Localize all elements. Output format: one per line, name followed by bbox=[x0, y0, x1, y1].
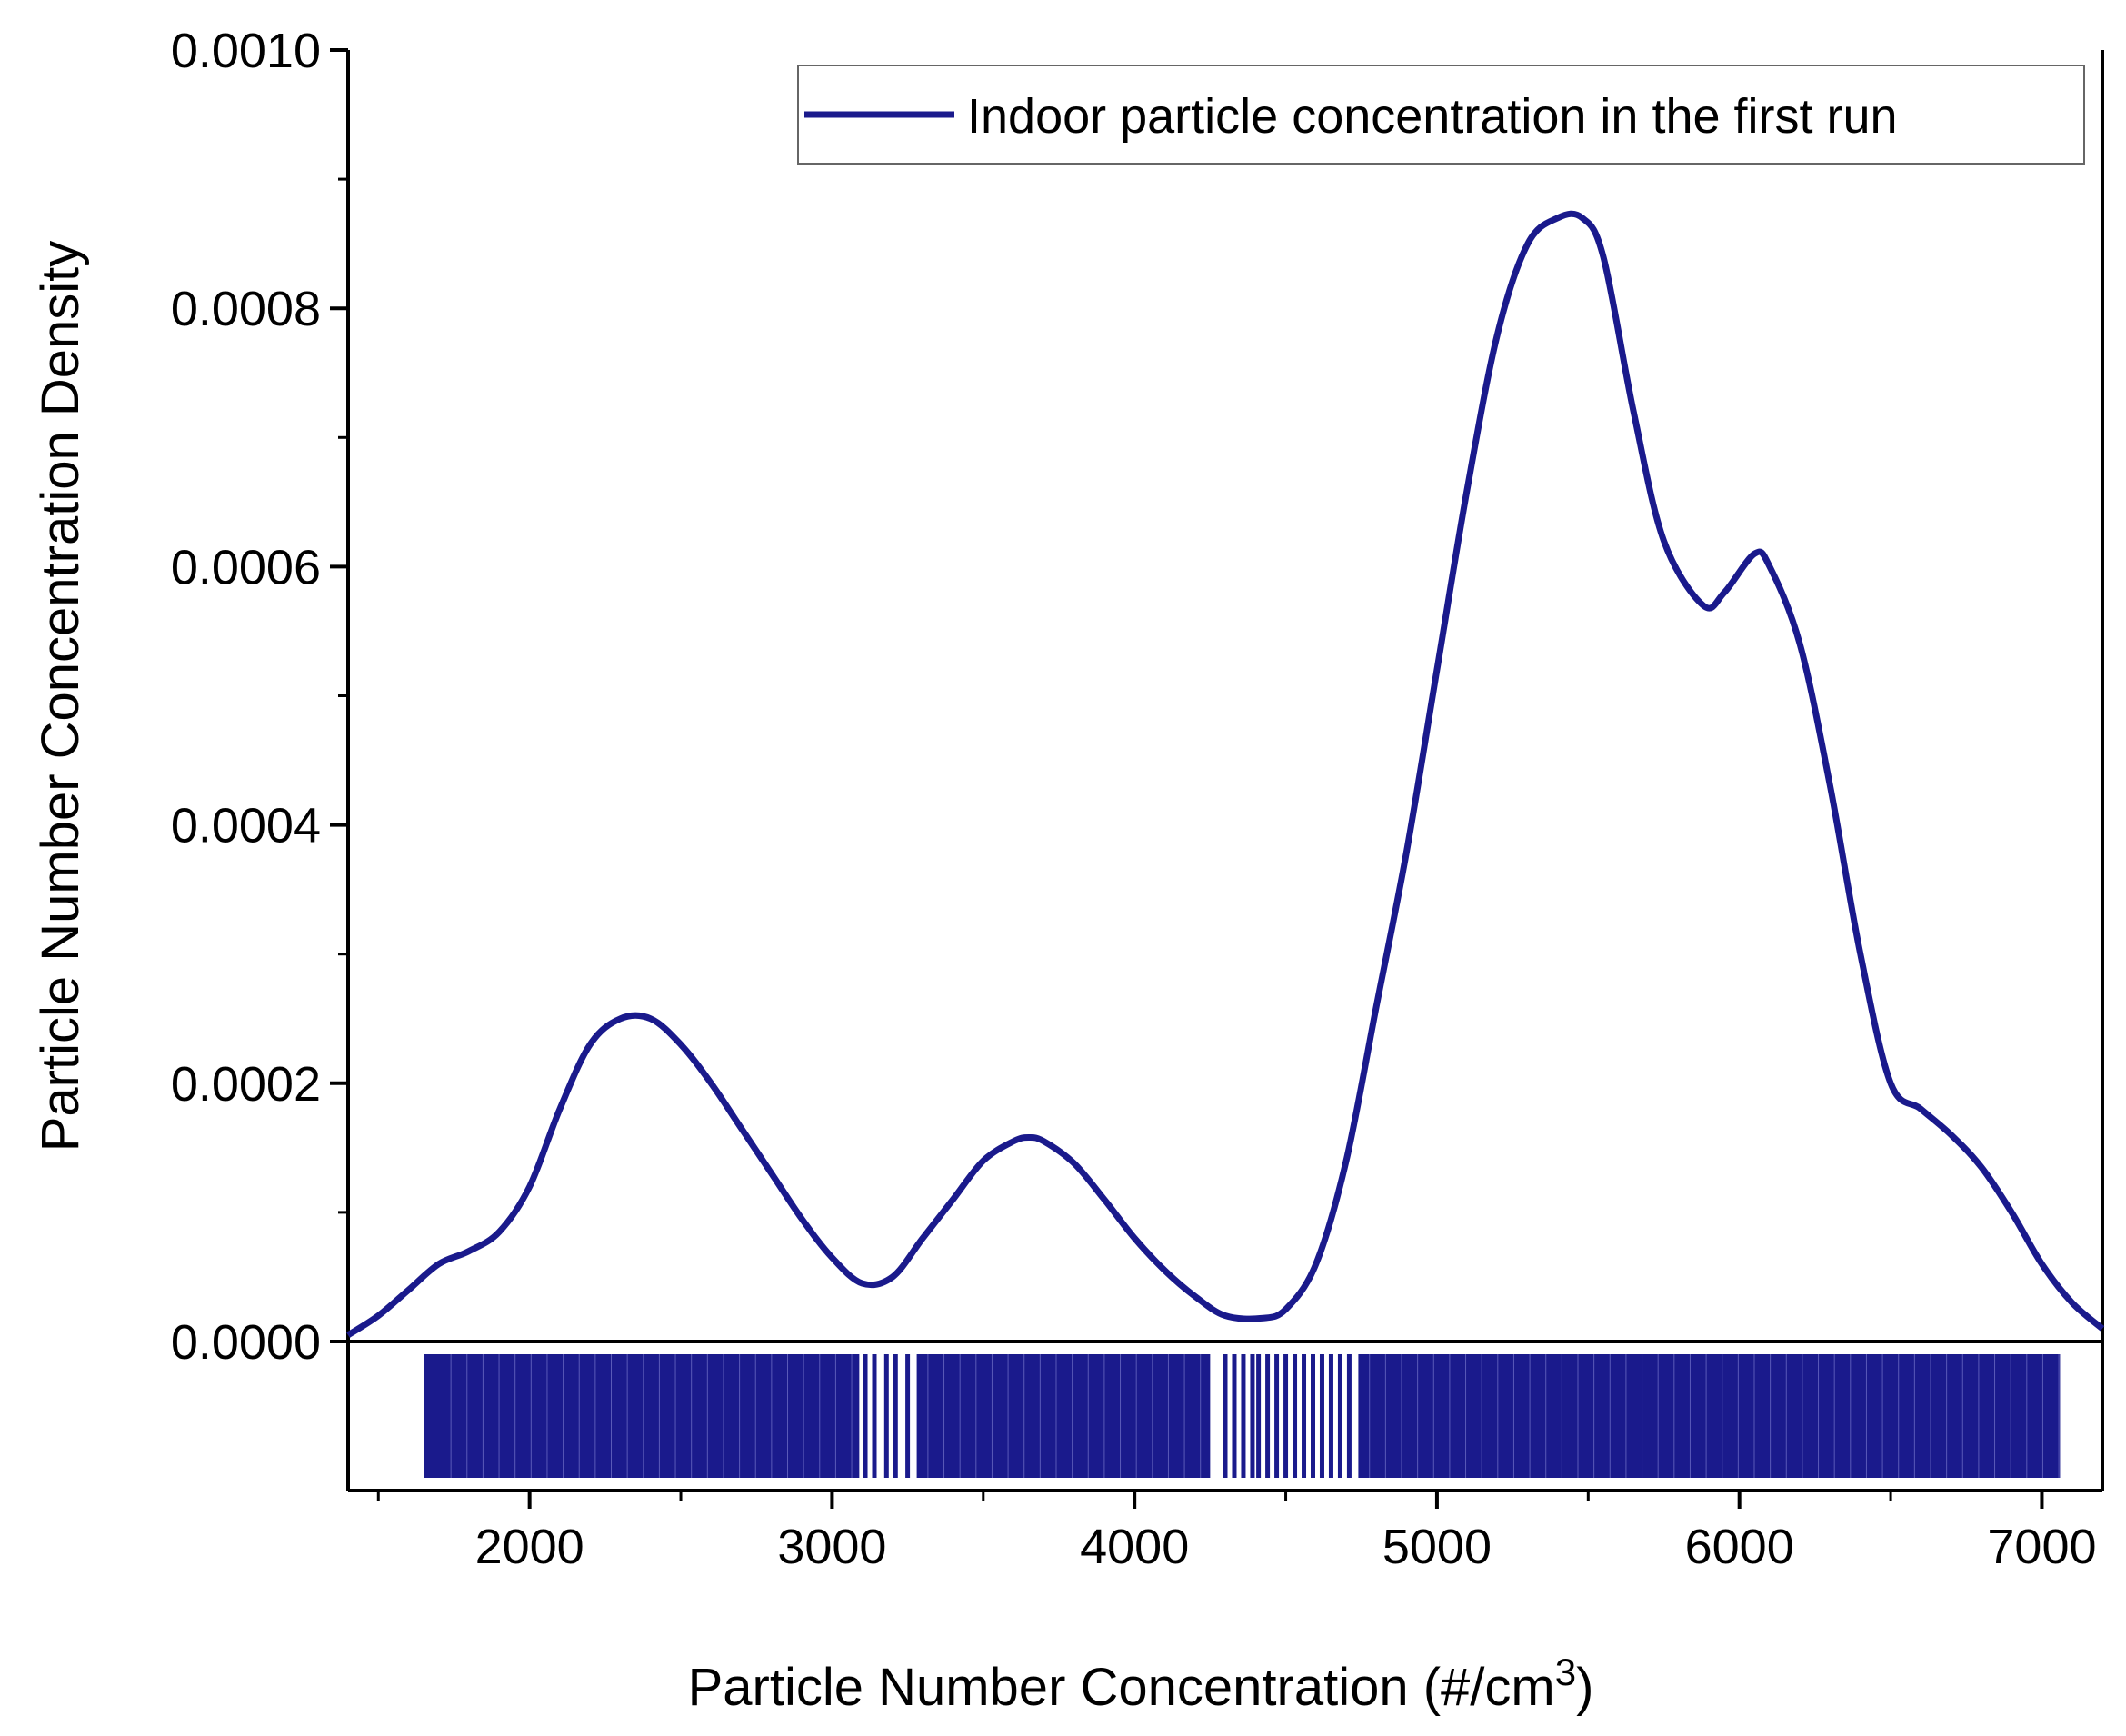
x-tick-label: 6000 bbox=[1685, 1520, 1794, 1574]
y-tick-label: 0.0002 bbox=[171, 1057, 321, 1112]
rug-band bbox=[1358, 1354, 2061, 1478]
y-axis-title: Particle Number Concentration Density bbox=[31, 241, 90, 1152]
x-axis-title: Particle Number Concentration (#/cm3) bbox=[688, 1651, 1594, 1717]
rug-band bbox=[916, 1354, 1211, 1478]
rug-band bbox=[424, 1354, 860, 1478]
y-tick-label: 0.0008 bbox=[171, 282, 321, 336]
rug-plot bbox=[424, 1354, 2061, 1478]
legend-box bbox=[797, 65, 2085, 165]
y-tick-label: 0.0004 bbox=[171, 799, 321, 853]
density-curve bbox=[346, 210, 2105, 1338]
x-axis-title-superscript: 3 bbox=[1555, 1651, 1576, 1693]
axes bbox=[346, 50, 2104, 1492]
x-tick-label: 5000 bbox=[1382, 1520, 1492, 1574]
x-tick-label: 4000 bbox=[1080, 1520, 1189, 1574]
y-tick-label: 0.0000 bbox=[171, 1315, 321, 1370]
x-axis-title-suffix: ) bbox=[1576, 1658, 1593, 1717]
x-tick-label: 7000 bbox=[1987, 1520, 2096, 1574]
legend-label: Indoor particle concentration in the fir… bbox=[967, 89, 1898, 144]
y-tick-label: 0.0010 bbox=[171, 24, 321, 78]
x-tick-label: 2000 bbox=[475, 1520, 584, 1574]
legend: Indoor particle concentration in the fir… bbox=[797, 65, 2085, 165]
y-tick-label: 0.0006 bbox=[171, 540, 321, 594]
series-layer bbox=[346, 210, 2105, 1338]
tick-layer: 0.0000 0.0002 0.0004 0.0006 0.0008 0.0010 2000… bbox=[171, 24, 2097, 1574]
x-axis-title-main: Particle Number Concentration (#/cm bbox=[688, 1658, 1555, 1717]
x-tick-label: 3000 bbox=[777, 1520, 886, 1574]
